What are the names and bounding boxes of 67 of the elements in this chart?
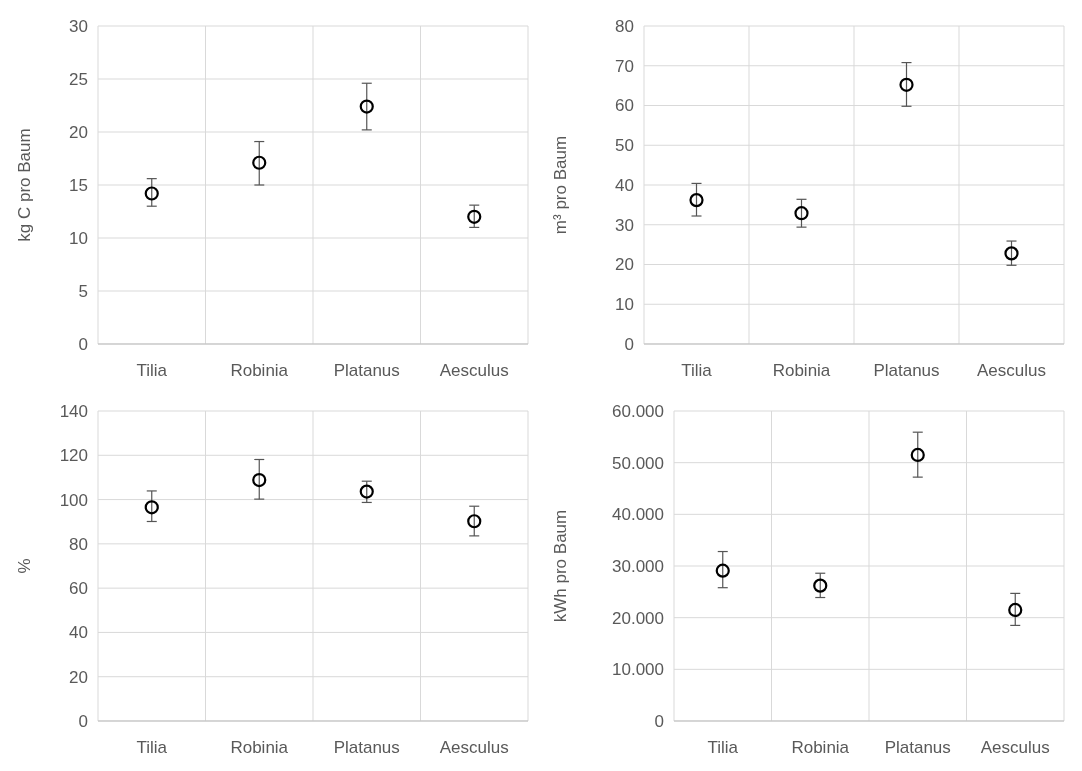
y-tick-label: 20: [615, 255, 634, 275]
y-tick-label: 60: [69, 579, 88, 599]
point: [813, 578, 828, 593]
y-tick-label: 80: [69, 534, 88, 554]
y-tick-label: 60.000: [612, 401, 664, 421]
y-axis-title: %: [15, 558, 34, 574]
x-tick-label: Platanus: [333, 361, 400, 380]
point: [144, 186, 159, 201]
x-tick-label: Tilia: [136, 361, 168, 380]
point: [1004, 246, 1019, 261]
x-tick-label: Robinia: [230, 361, 289, 380]
y-tick-label: 80: [615, 16, 634, 36]
y-tick-label: 20.000: [612, 608, 664, 628]
y-tick-label: 10.000: [612, 660, 664, 680]
point: [910, 447, 925, 463]
point: [899, 77, 914, 92]
y-tick-label: 50: [615, 136, 634, 156]
point: [689, 193, 704, 208]
y-tick-label: 70: [615, 56, 634, 76]
y-tick-label: 15: [69, 175, 88, 195]
y-axis-title: kg C pro Baum: [15, 128, 34, 242]
y-tick-label: 10: [69, 228, 88, 248]
point: [359, 484, 374, 499]
y-tick-label: 0: [624, 334, 634, 354]
y-tick-label: 40.000: [612, 505, 664, 525]
x-tick-label: Aesculus: [439, 738, 509, 757]
y-tick-label: 0: [654, 711, 664, 731]
point: [252, 155, 267, 170]
y-tick-label: 10: [615, 295, 634, 315]
point: [467, 514, 482, 529]
y-tick-label: 30: [615, 215, 634, 235]
x-tick-label: Robinia: [791, 738, 850, 757]
point: [1008, 602, 1023, 618]
x-tick-label: Robinia: [772, 361, 831, 380]
x-tick-label: Platanus: [884, 738, 951, 757]
y-tick-label: 50.000: [612, 453, 664, 473]
y-tick-label: 40: [615, 175, 634, 195]
x-tick-label: Tilia: [707, 738, 739, 757]
y-tick-label: 100: [59, 490, 88, 510]
y-tick-label: 120: [59, 446, 88, 466]
y-tick-label: 140: [59, 401, 88, 421]
y-tick-label: 0: [78, 711, 88, 731]
y-axis-title: kWh pro Baum: [551, 509, 570, 623]
x-tick-label: Tilia: [681, 361, 713, 380]
point: [467, 209, 482, 224]
y-tick-label: 25: [69, 69, 88, 89]
y-tick-label: 30.000: [612, 556, 664, 576]
point: [144, 500, 159, 515]
point: [252, 472, 267, 488]
y-tick-label: 0: [78, 334, 88, 354]
point: [359, 99, 374, 114]
x-tick-label: Tilia: [136, 738, 168, 757]
y-axis-title: m³ pro Baum: [551, 135, 570, 235]
y-tick-label: 40: [69, 623, 88, 643]
x-tick-label: Platanus: [873, 361, 940, 380]
y-tick-label: 5: [78, 281, 88, 301]
x-tick-label: Aesculus: [977, 361, 1046, 380]
y-tick-label: 30: [69, 16, 88, 36]
x-tick-label: Robinia: [230, 738, 289, 757]
point: [715, 563, 730, 578]
y-tick-label: 60: [615, 96, 634, 116]
x-tick-label: Platanus: [333, 738, 400, 757]
point: [794, 206, 809, 221]
x-tick-label: Aesculus: [439, 361, 509, 380]
y-tick-label: 20: [69, 667, 88, 687]
x-tick-label: Aesculus: [980, 738, 1050, 757]
y-tick-label: 20: [69, 122, 88, 142]
